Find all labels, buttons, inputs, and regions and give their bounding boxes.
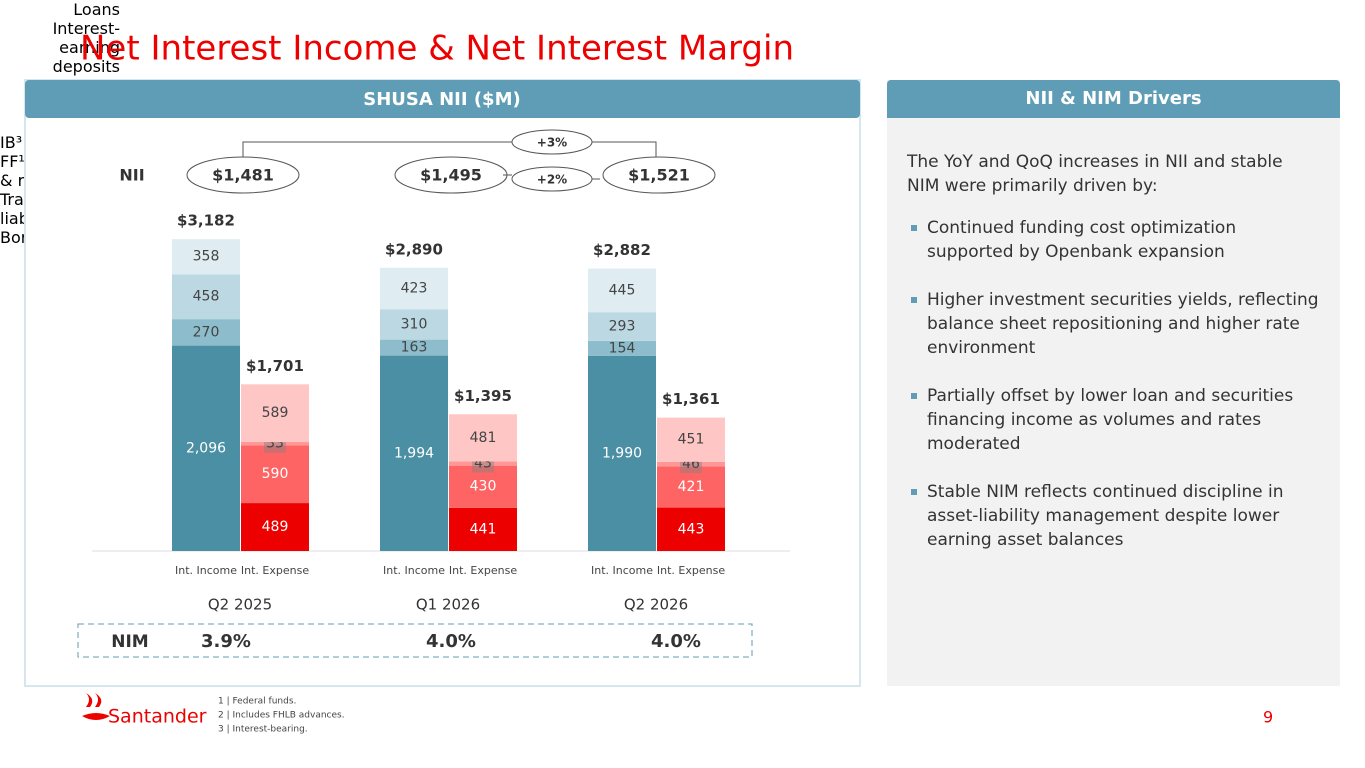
bar-segment bbox=[657, 461, 725, 467]
bar-total: $1,701 bbox=[246, 357, 304, 375]
quarter-label: Q2 2025 bbox=[208, 596, 272, 614]
segment-label: 154 bbox=[609, 340, 636, 356]
segment-label: 1,990 bbox=[602, 445, 642, 461]
legend-label: Loans bbox=[73, 0, 120, 19]
bar-segment bbox=[588, 355, 656, 551]
bar-label: Int. Income bbox=[383, 564, 445, 577]
bar-segment bbox=[449, 465, 517, 508]
bar-total: $3,182 bbox=[177, 212, 235, 230]
slide-title: Net Interest Income & Net Interest Margi… bbox=[80, 29, 794, 69]
drivers-intro: The YoY and QoQ increases in NII and sta… bbox=[907, 152, 1283, 196]
bar-segment bbox=[588, 268, 656, 313]
segment-label: 441 bbox=[470, 521, 497, 537]
footnote: 2 | Includes FHLB advances. bbox=[218, 711, 345, 721]
bar-segment bbox=[241, 442, 309, 446]
segment-label: 310 bbox=[401, 316, 428, 332]
segment-label: 421 bbox=[678, 479, 705, 495]
bar-segment bbox=[657, 466, 725, 508]
page-number: 9 bbox=[1263, 708, 1273, 727]
bar-segment bbox=[380, 339, 448, 356]
change-ellipse bbox=[511, 129, 593, 155]
chart-header bbox=[25, 80, 860, 118]
driver-bullet: Partially offset by lower loan and secur… bbox=[907, 384, 1320, 456]
change-ellipse bbox=[511, 166, 593, 192]
footnote: 3 | Interest-bearing. bbox=[218, 725, 308, 735]
bar-label: Int. Expense bbox=[241, 564, 309, 577]
segment-label: 589 bbox=[262, 405, 289, 421]
bar-segment bbox=[241, 503, 309, 551]
drivers-list: Continued funding cost optimization supp… bbox=[907, 216, 1320, 552]
bar-segment bbox=[449, 414, 517, 462]
bar-segment bbox=[588, 340, 656, 356]
bar-label: Int. Expense bbox=[449, 564, 517, 577]
bar-segment bbox=[172, 274, 240, 320]
bar-segment bbox=[241, 384, 309, 443]
footnote: 1 | Federal funds. bbox=[218, 697, 296, 707]
segment-label: 293 bbox=[609, 319, 636, 335]
segment-label: 423 bbox=[401, 281, 428, 297]
bar-total: $2,882 bbox=[593, 241, 651, 259]
nim-box bbox=[77, 623, 753, 658]
logo-icon bbox=[82, 693, 110, 720]
bar-segment bbox=[380, 309, 448, 340]
driver-bullet: Higher investment securities yields, ref… bbox=[907, 288, 1320, 360]
drivers-panel: NII & NIM Drivers The YoY and QoQ increa… bbox=[887, 80, 1340, 686]
bar-segment bbox=[380, 355, 448, 551]
segment-label: 443 bbox=[678, 521, 705, 537]
bar-segment bbox=[380, 267, 448, 310]
segment-label: 1,994 bbox=[394, 445, 434, 461]
bar-segment bbox=[449, 507, 517, 551]
bar-segment bbox=[657, 417, 725, 462]
segment-label: 451 bbox=[678, 432, 705, 448]
driver-bullet: Continued funding cost optimization supp… bbox=[907, 216, 1320, 264]
bar-segment bbox=[588, 312, 656, 341]
bar-total: $2,890 bbox=[385, 240, 443, 258]
driver-bullet: Stable NIM reflects continued discipline… bbox=[907, 480, 1320, 552]
chart-title: SHUSA NII ($M) bbox=[363, 89, 520, 110]
connector bbox=[242, 141, 657, 180]
bar-segment bbox=[172, 239, 240, 275]
bar-segment bbox=[657, 507, 725, 551]
bar-segment bbox=[172, 345, 240, 551]
quarter-label: Q2 2026 bbox=[624, 596, 688, 614]
bar-segment bbox=[172, 319, 240, 346]
nii-ellipse bbox=[602, 156, 716, 194]
bar-segment bbox=[449, 461, 517, 466]
quarter-label: Q1 2026 bbox=[416, 596, 480, 614]
segment-label: 590 bbox=[262, 466, 289, 482]
nim-value: 3.9% bbox=[201, 631, 251, 652]
nii-value: $1,495 bbox=[420, 166, 482, 185]
nii-label: NII bbox=[119, 166, 144, 185]
segment-label: 458 bbox=[193, 289, 220, 305]
nii-value: $1,521 bbox=[628, 166, 690, 185]
bar-label: Int. Expense bbox=[657, 564, 725, 577]
nim-value: 4.0% bbox=[651, 631, 701, 652]
segment-label: 2,096 bbox=[186, 440, 226, 456]
segment-label: 163 bbox=[401, 340, 428, 356]
logo-text: Santander bbox=[108, 706, 207, 728]
bar-label: Int. Income bbox=[591, 564, 653, 577]
segment-label: 445 bbox=[609, 282, 636, 298]
bar-total: $1,361 bbox=[662, 390, 720, 408]
nim-label: NIM bbox=[111, 632, 148, 652]
bar-label: Int. Income bbox=[175, 564, 237, 577]
change-label: +3% bbox=[537, 136, 567, 150]
segment-label: 481 bbox=[470, 430, 497, 446]
bar-segment bbox=[241, 445, 309, 504]
segment-label: 430 bbox=[470, 479, 497, 495]
segment-label: 358 bbox=[193, 249, 220, 265]
nii-value: $1,481 bbox=[212, 166, 274, 185]
segment-label: 489 bbox=[262, 519, 289, 535]
change-label: +2% bbox=[537, 173, 567, 187]
nim-value: 4.0% bbox=[426, 631, 476, 652]
bar-total: $1,395 bbox=[454, 387, 512, 405]
segment-label: 270 bbox=[193, 324, 220, 340]
drivers-title: NII & NIM Drivers bbox=[887, 80, 1340, 118]
legend-label: Interest-earning deposits bbox=[52, 19, 120, 76]
